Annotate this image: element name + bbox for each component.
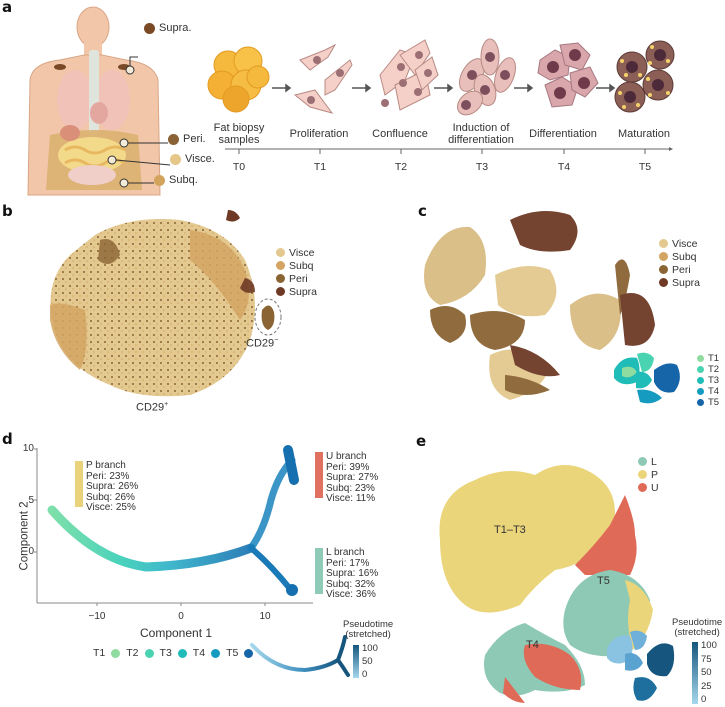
panel-d-time-legend: T1 T2 T3 T4 T5 <box>93 647 254 659</box>
y-tick-0: 0 <box>28 546 34 557</box>
timeline-tick-t4: T4 <box>557 161 571 173</box>
cluster-label-t1-t3: T1–T3 <box>494 524 526 536</box>
l-branch-stats: L branch Peri: 17% Supra: 16% Subq: 32% … <box>326 547 379 600</box>
panel-c-letter: c <box>418 202 427 220</box>
peri-dot-icon <box>168 133 179 145</box>
stage-label-t1: Proliferation <box>289 128 349 140</box>
panel-e-legend: L P U <box>638 455 659 494</box>
x-axis-label: Component 1 <box>140 626 213 640</box>
pseudotime-tsne-inset <box>607 630 675 701</box>
timeline-tick-t3: T3 <box>475 161 489 173</box>
stage-label-t4: Differentiation <box>529 128 597 140</box>
p-branch-stats: P branch Peri: 23% Supra: 26% Subq: 26% … <box>86 460 139 513</box>
tsne-plot-depot <box>50 210 282 397</box>
panel-e-pseudotime-title: Pseudotime (stretched) <box>672 617 723 638</box>
panel-b-legend: Visce Subq Peri Supra <box>276 246 317 298</box>
timeline-tick-t0: T0 <box>232 161 246 173</box>
u-branch-color-bar <box>315 452 323 498</box>
timeline-tick-t5: T5 <box>638 161 652 173</box>
trajectory-plot <box>34 445 313 606</box>
tsne-inset-timepoints <box>614 352 680 404</box>
y-tick-5: 5 <box>28 495 34 506</box>
panel-d-letter: d <box>2 430 13 448</box>
site-label-peri: Peri. <box>168 133 206 145</box>
cluster-label-t4: T4 <box>526 639 539 651</box>
cell-stages-illustration <box>207 38 675 116</box>
stage-label-t5: Maturation <box>618 128 670 140</box>
panel-d-pseudotime-colorbar <box>353 645 359 678</box>
panel-c-time-legend: T1 T2 T3 T4 T5 <box>697 353 719 408</box>
human-body-illustration <box>27 6 171 196</box>
tsne-plot-depot-clusters <box>424 211 655 400</box>
stage-label-t0: Fat biopsy samples <box>213 122 265 146</box>
tsne-plot-branches <box>439 465 653 703</box>
x-tick-neg10: −10 <box>88 611 106 622</box>
cluster-label-t5: T5 <box>597 575 610 587</box>
site-label-subq: Subq. <box>154 174 198 186</box>
y-axis-label: Component 2 <box>18 501 31 571</box>
panel-d-pseudotime-title: Pseudotime (stretched) <box>343 619 394 640</box>
site-label-visce: Visce. <box>170 153 215 165</box>
cd29-positive-label: CD29+ <box>136 401 169 414</box>
fat-biopsy-icon <box>207 46 270 113</box>
site-label-supra: Supra. <box>144 22 191 34</box>
stage-label-t3: Induction of differentiation <box>448 122 514 146</box>
x-tick-0: 0 <box>178 611 184 622</box>
panel-e-letter: e <box>416 432 427 450</box>
panel-a-letter: a <box>2 0 13 16</box>
pseudotime-trajectory-inset <box>250 635 350 677</box>
p-branch-color-bar <box>75 461 83 507</box>
panel-c-legend: Visce Subq Peri Supra <box>659 237 700 289</box>
timeline-tick-t1: T1 <box>313 161 327 173</box>
x-tick-10: 10 <box>259 611 271 622</box>
stage-label-t2: Confluence <box>372 128 428 140</box>
l-branch-color-bar <box>315 548 323 594</box>
panel-e-pseudotime-colorbar <box>692 642 698 704</box>
panel-b-letter: b <box>2 202 13 220</box>
panel-e-pseudotime-ticks: 100 75 50 25 0 <box>701 640 717 705</box>
y-tick-10: 10 <box>22 443 34 454</box>
visce-dot-icon <box>170 153 181 165</box>
supra-dot-icon <box>144 22 155 34</box>
timeline-tick-t2: T2 <box>394 161 408 173</box>
u-branch-stats: U branch Peri: 39% Supra: 27% Subq: 23% … <box>326 451 379 504</box>
panel-d-pseudotime-ticks: 100 50 0 <box>362 643 378 680</box>
cd29-negative-label: CD29− <box>246 337 279 350</box>
subq-dot-icon <box>154 174 165 186</box>
timeline-axis <box>225 147 673 154</box>
